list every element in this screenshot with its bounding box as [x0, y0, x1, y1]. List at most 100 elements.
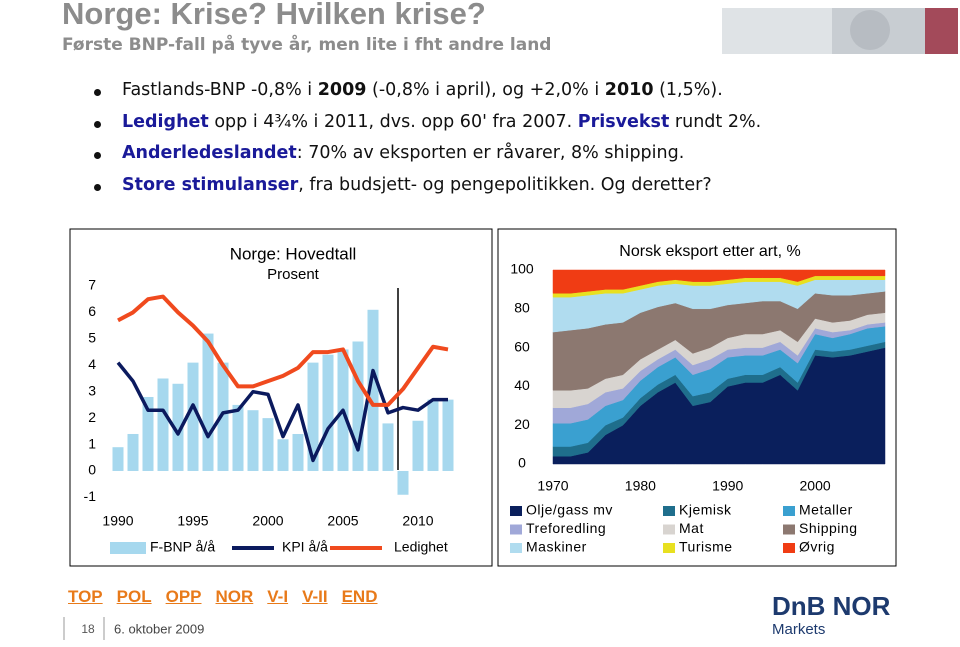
x-tick-label: 1990 [102, 513, 133, 529]
chart-frame [69, 228, 493, 567]
header-photo [925, 8, 958, 54]
nav-link[interactable]: POL [116, 587, 152, 606]
legend-swatch [110, 542, 146, 554]
bullet-text: Anderledeslandet [122, 143, 297, 163]
area [552, 269, 886, 294]
line [116, 361, 448, 463]
bar [202, 333, 214, 471]
y-tick-label: 5 [88, 330, 96, 346]
bar [187, 362, 199, 471]
header-photo [850, 10, 890, 50]
nav-link[interactable]: TOP [68, 587, 103, 606]
y-tick-label: 7 [88, 277, 96, 293]
legend-label: Øvrig [799, 539, 835, 555]
logo-sub: Markets [772, 621, 825, 638]
line [117, 294, 449, 407]
legend-swatch [783, 524, 795, 535]
bullet-text: Ledighet [122, 111, 209, 132]
bar [157, 378, 169, 471]
bar [127, 433, 139, 471]
slide-subtitle: Første BNP-fall på tyve år, men lite i f… [62, 35, 552, 55]
bullet-text: Store stimulanser [122, 174, 299, 195]
x-tick-label: 2000 [252, 513, 283, 529]
legend-swatch [510, 543, 522, 553]
bar [217, 362, 229, 471]
bullet: Store stimulanser, fra budsjett- og peng… [92, 175, 761, 207]
legend-label: Kjemisk [679, 502, 732, 518]
x-tick-label: 1995 [177, 513, 208, 529]
page-number: 18 [81, 622, 95, 636]
x-tick-label: 1970 [537, 478, 568, 494]
bullet-text: , fra budsjett- og pengepolitikken. Og d… [298, 174, 712, 195]
header-photo [722, 8, 832, 54]
legend-swatch [663, 543, 675, 553]
bar [382, 423, 394, 471]
y-tick-label: 20 [514, 416, 530, 432]
y-tick-label: 3 [88, 382, 96, 398]
y-tick-label: 80 [514, 300, 530, 316]
legend-swatch [510, 524, 522, 535]
nav-link[interactable]: V-I [267, 587, 289, 606]
legend-label: KPI å/å [282, 539, 328, 555]
legend-label: Olje/gass mv [526, 502, 613, 518]
bullet-text: Fastlands-BNP -0,8% i [122, 80, 318, 100]
legend-swatch [510, 506, 522, 516]
bullet-text: : 70% av eksporten er råvarer, 8% shippi… [296, 143, 685, 163]
bullet: Fastlands-BNP -0,8% i 2009 (-0,8% i apri… [92, 80, 761, 112]
logo-name: DnB NOR [772, 591, 891, 621]
bar [352, 341, 364, 471]
bar [262, 418, 274, 471]
slide-title: Norge: Krise? Hvilken krise? [62, 0, 486, 31]
y-tick-label: 60 [514, 338, 530, 354]
legend-swatch [783, 506, 795, 516]
bar [367, 309, 379, 471]
bar [307, 362, 319, 471]
bar [397, 470, 409, 495]
x-tick-label: 2005 [327, 513, 358, 529]
legend-swatch [783, 543, 795, 553]
bar [232, 404, 244, 471]
bullet-text: opp i 4¾% i 2011, dvs. opp 60' fra 2007. [208, 111, 578, 132]
bar [322, 354, 334, 471]
legend-swatch [663, 506, 675, 516]
bar [412, 420, 424, 471]
x-tick-label: 2000 [800, 478, 831, 494]
bar [277, 439, 289, 471]
legend-label: Treforedling [526, 520, 606, 536]
nav-link[interactable]: END [341, 587, 378, 606]
legend-label: F-BNP å/å [150, 539, 215, 555]
legend-label: Turisme [679, 539, 733, 555]
bullet-text: rundt 2%. [669, 111, 762, 132]
chart-title: Norsk eksport etter art, % [619, 243, 800, 260]
y-tick-label: 0 [518, 455, 526, 471]
bullet-text: (-0,8% i april), og +2,0% i [366, 80, 605, 100]
y-tick-label: 40 [514, 377, 530, 393]
bar [112, 447, 124, 471]
y-tick-label: -1 [84, 488, 97, 504]
nav-link[interactable]: NOR [215, 587, 254, 606]
y-tick-label: 2 [88, 409, 96, 425]
y-tick-label: 0 [88, 462, 96, 478]
bullet-text: Prisvekst [577, 111, 670, 132]
bar [427, 399, 439, 471]
chart-subtitle: Prosent [267, 266, 320, 283]
chart-frame [497, 228, 897, 567]
y-tick-label: 1 [88, 435, 96, 451]
legend-label: Maskiner [526, 539, 587, 555]
bar [292, 433, 304, 471]
bar [442, 399, 454, 471]
x-tick-label: 1990 [712, 478, 743, 494]
nav-link[interactable]: OPP [165, 587, 202, 606]
legend-swatch [663, 524, 675, 535]
bullet-text: 2010 [604, 80, 654, 100]
nav-link[interactable]: V-II [302, 587, 328, 606]
bullet: Ledighet opp i 4¾% i 2011, dvs. opp 60' … [92, 112, 761, 144]
legend-label: Shipping [799, 520, 858, 536]
bullet-text: (1,5%). [653, 80, 723, 100]
bullet-text: 2009 [317, 80, 367, 100]
legend-label: Metaller [799, 502, 853, 518]
footer-date: 6. oktober 2009 [114, 621, 204, 636]
bullet: Anderledeslandet: 70% av eksporten er rå… [92, 143, 761, 175]
